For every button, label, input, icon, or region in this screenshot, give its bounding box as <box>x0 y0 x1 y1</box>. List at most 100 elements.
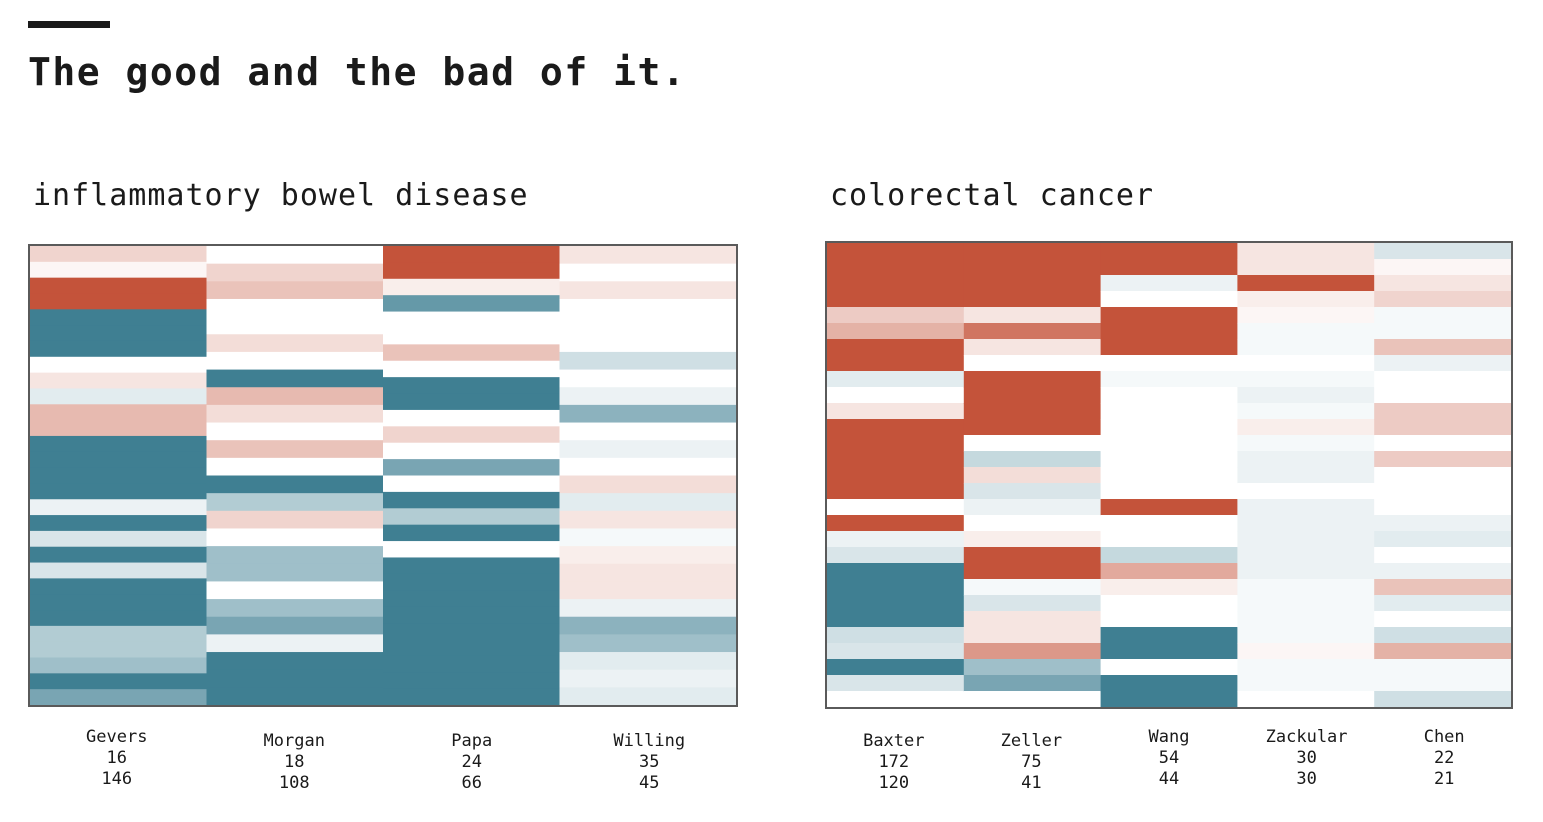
heatmap-cell <box>827 547 965 564</box>
heatmap-cell <box>963 323 1102 340</box>
heatmap-cell <box>1374 355 1511 372</box>
chart-title-crc: colorectal cancer <box>830 178 1155 213</box>
heatmap-cell <box>206 652 384 671</box>
heatmap-cell <box>30 340 207 358</box>
heatmap-cell <box>1237 339 1375 356</box>
page-title: The good and the bad of it. <box>28 50 687 94</box>
heatmap-cell <box>206 457 384 476</box>
heatmap-cell <box>1374 275 1511 292</box>
heatmap-cell <box>559 457 736 476</box>
heatmap-cell <box>1374 467 1511 484</box>
heatmap-cell <box>30 309 207 326</box>
sample-count-2: 108 <box>278 773 310 793</box>
sample-count-2: 146 <box>101 769 133 789</box>
heatmap-cell <box>827 275 965 292</box>
sample-count-1: 24 <box>461 752 482 772</box>
heatmap-cell <box>206 599 384 618</box>
column-label-zeller: Zeller 75 41 <box>971 731 1091 794</box>
heatmap-cell <box>1237 563 1375 580</box>
heatmap-cell <box>1100 275 1238 292</box>
heatmap-cell <box>1237 435 1375 452</box>
heatmap-cell <box>1374 323 1511 340</box>
heatmap-cell <box>1237 243 1375 260</box>
heatmap-cell <box>1237 579 1375 596</box>
heatmap-cell <box>1100 563 1238 580</box>
heatmap-cell <box>559 422 736 441</box>
heatmap-cell <box>963 403 1102 420</box>
heatmap-cell <box>383 541 560 558</box>
heatmap-cell <box>827 323 965 340</box>
heatmap-cell <box>206 369 384 388</box>
heatmap-cell <box>383 623 560 640</box>
heatmap-cell <box>1374 611 1511 628</box>
heatmap-cell <box>827 339 965 356</box>
heatmap-cell <box>383 311 560 329</box>
heatmap-cell <box>963 291 1102 308</box>
heatmap-cell <box>1237 451 1375 468</box>
heatmap-cell <box>1100 419 1238 436</box>
heatmap-cell <box>1237 499 1375 516</box>
heatmap-cell <box>963 451 1102 468</box>
heatmap-cell <box>383 246 560 263</box>
heatmap-cell <box>827 691 965 707</box>
heatmap-cell <box>963 483 1102 500</box>
heatmap-cell <box>30 641 207 659</box>
heatmap-cell <box>383 590 560 608</box>
heatmap-cell <box>1237 691 1375 707</box>
heatmap-cell <box>559 581 736 600</box>
heatmap-cell <box>206 440 384 459</box>
heatmap-cell <box>30 277 207 294</box>
sample-count-2: 41 <box>1021 773 1042 793</box>
heatmap-cell <box>30 673 207 690</box>
heatmap-cell <box>963 531 1102 548</box>
heatmap-cell <box>1237 547 1375 564</box>
heatmap-cell <box>206 616 384 635</box>
heatmap-cell <box>206 528 384 547</box>
sample-count-1: 22 <box>1433 748 1455 768</box>
heatmap-cell <box>963 259 1102 276</box>
heatmap-cell <box>1100 371 1238 388</box>
sample-count-1: 35 <box>639 752 660 772</box>
heatmap-cell <box>559 669 736 688</box>
heatmap-cell <box>30 293 207 310</box>
heatmap-cell <box>30 261 207 279</box>
heatmap-cell <box>1374 499 1511 516</box>
heatmap-cell <box>1237 483 1375 500</box>
heatmap-cell <box>383 491 560 509</box>
heatmap-cell <box>30 483 207 500</box>
heatmap-cell <box>206 334 384 353</box>
heatmap-cell <box>1237 403 1375 420</box>
heatmap-cell <box>963 515 1102 532</box>
heatmap-cell <box>827 483 965 500</box>
heatmap-cell <box>383 524 560 542</box>
heatmap-cell <box>963 643 1102 660</box>
heatmap-cell <box>963 307 1102 324</box>
heatmap-cell <box>1237 467 1375 484</box>
study-name: Zeller <box>1000 731 1063 751</box>
heatmap-cell <box>827 291 965 308</box>
column-label-willing: Willing 35 45 <box>589 731 709 794</box>
heatmap-cell <box>827 611 965 628</box>
heatmap-cell <box>1100 403 1238 420</box>
heatmap-cell <box>1100 643 1238 660</box>
study-name: Zackular <box>1265 727 1348 747</box>
heatmap-cell <box>1237 611 1375 628</box>
heatmap-cell <box>1237 355 1375 372</box>
study-name: Baxter <box>863 731 925 751</box>
heatmap-cell <box>827 643 965 660</box>
heatmap-cell <box>1237 531 1375 548</box>
heatmap-cell <box>1100 515 1238 532</box>
sample-count-2: 30 <box>1296 769 1317 789</box>
heatmap-cell <box>827 515 965 532</box>
heatmap-cell <box>1374 595 1511 612</box>
heatmap-cell <box>30 420 207 437</box>
heatmap-cell <box>1374 451 1511 468</box>
heatmap-cell <box>1100 339 1238 356</box>
heatmap-cell <box>383 393 560 411</box>
heatmap-cell <box>559 298 736 318</box>
heatmap-cell <box>1374 259 1511 276</box>
heatmap-cell <box>963 563 1102 580</box>
heatmap-cell <box>206 316 384 335</box>
heatmap-cell <box>30 451 207 469</box>
heatmap-cell <box>383 344 560 362</box>
